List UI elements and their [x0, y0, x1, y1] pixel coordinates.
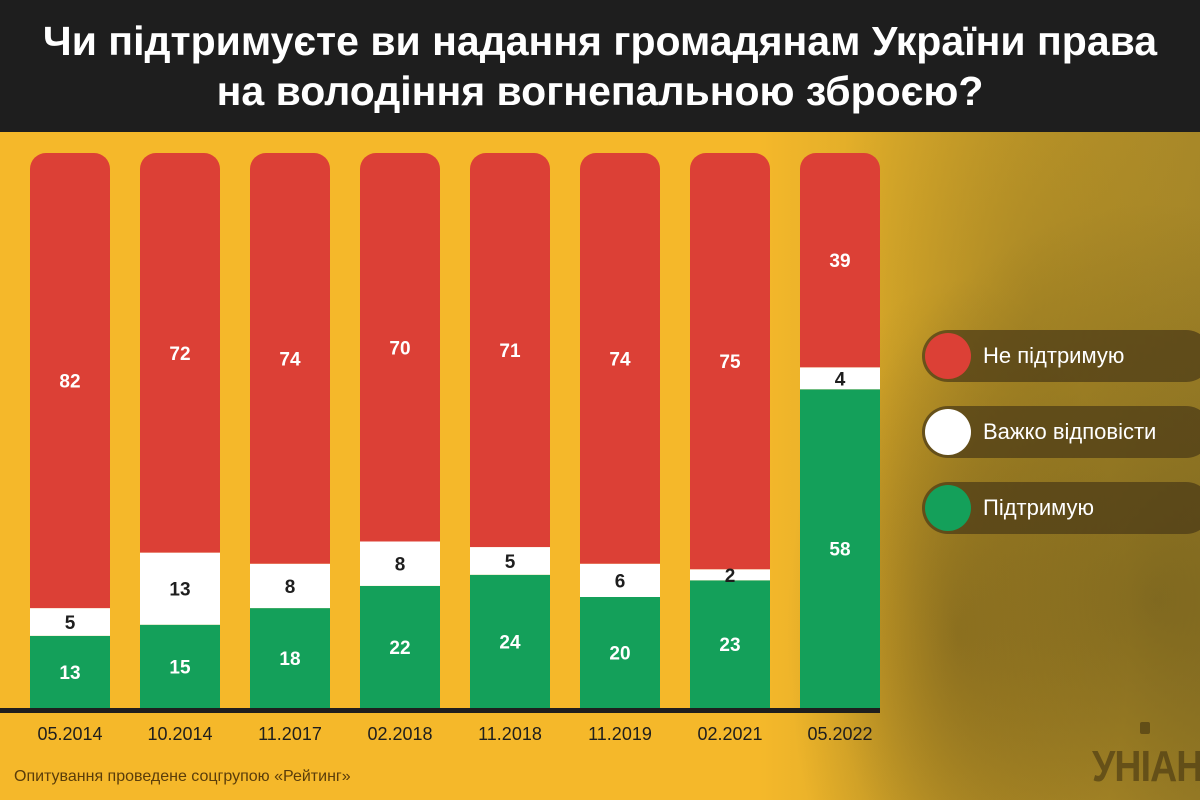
bar-group-02.2021	[690, 153, 770, 708]
data-label-support-02.2021: 23	[719, 635, 740, 656]
data-label-support-11.2018: 24	[499, 632, 521, 653]
data-label-not-support-05.2014: 82	[59, 372, 80, 393]
x-tick-label-11.2017: 11.2017	[258, 724, 322, 744]
bar-segment-support-05.2014	[30, 635, 110, 708]
x-tick-label-05.2022: 05.2022	[807, 724, 872, 744]
x-tick-label-02.2018: 02.2018	[367, 724, 432, 744]
logo-mark	[1140, 722, 1150, 734]
bar-segment-not-support-10.2014	[140, 153, 220, 553]
x-tick-label-10.2014: 10.2014	[147, 724, 212, 744]
data-label-not-support-05.2022: 39	[829, 251, 850, 272]
data-label-hard-to-say-05.2014: 5	[65, 613, 76, 634]
data-label-support-10.2014: 15	[169, 657, 191, 678]
bar-segment-support-11.2019	[580, 597, 660, 708]
bar-group-11.2018	[470, 153, 550, 708]
bar-segment-support-10.2014	[140, 624, 220, 708]
bar-group-11.2019	[580, 153, 660, 708]
bar-group-11.2017	[250, 153, 330, 708]
bar-segment-not-support-11.2019	[580, 153, 660, 564]
data-label-support-02.2018: 22	[389, 638, 410, 659]
bar-segment-not-support-11.2018	[470, 153, 550, 548]
data-label-not-support-11.2017: 74	[279, 349, 301, 370]
source-note: Опитування проведене соцгрупою «Рейтинг»	[14, 768, 351, 785]
x-tick-label-11.2018: 11.2018	[478, 724, 542, 744]
data-label-hard-to-say-10.2014: 13	[169, 580, 190, 601]
bar-segment-not-support-11.2017	[250, 153, 330, 564]
stacked-bar-chart: 1358205.201415137210.20141887411.2017228…	[0, 153, 880, 744]
data-label-hard-to-say-11.2019: 6	[615, 571, 626, 592]
x-axis-baseline	[0, 708, 880, 713]
data-label-hard-to-say-11.2017: 8	[285, 577, 296, 598]
bar-segment-hard-to-say-11.2018	[470, 547, 550, 575]
legend-swatch-not-support	[925, 333, 971, 379]
bar-segment-support-11.2017	[250, 608, 330, 708]
bar-segment-hard-to-say-11.2019	[580, 563, 660, 597]
bar-segment-hard-to-say-10.2014	[140, 552, 220, 625]
bar-segment-not-support-02.2021	[690, 153, 770, 570]
bar-segment-hard-to-say-02.2021	[690, 569, 770, 581]
legend-item-support: Підтримую	[922, 482, 1200, 534]
legend-label-hard-to-say: Важко відповісти	[983, 419, 1157, 444]
data-label-not-support-02.2018: 70	[389, 338, 410, 359]
legend-label-not-support: Не підтримую	[983, 343, 1125, 368]
data-label-hard-to-say-02.2021: 2	[725, 566, 736, 587]
data-label-support-11.2019: 20	[609, 644, 630, 665]
bar-segment-hard-to-say-05.2022	[800, 367, 880, 390]
data-label-not-support-02.2021: 75	[719, 352, 741, 373]
header: Чи підтримуєте ви надання громадянам Укр…	[0, 0, 1200, 132]
data-label-support-05.2022: 58	[829, 540, 850, 561]
bar-segment-support-02.2021	[690, 580, 770, 708]
bar-group-05.2014	[30, 153, 110, 708]
data-label-not-support-10.2014: 72	[169, 344, 190, 365]
legend-swatch-support	[925, 485, 971, 531]
data-label-support-05.2014: 13	[59, 663, 80, 684]
x-tick-label-11.2019: 11.2019	[588, 724, 652, 744]
bar-segment-hard-to-say-02.2018	[360, 541, 440, 586]
chart-title: Чи підтримуєте ви надання громадянам Укр…	[42, 18, 1158, 114]
unian-logo: УНІАН	[1092, 722, 1200, 796]
bar-group-02.2018	[360, 153, 440, 708]
data-label-not-support-11.2019: 74	[609, 349, 631, 370]
bar-segment-support-02.2018	[360, 585, 440, 708]
bar-group-05.2022	[800, 153, 880, 708]
bar-segment-support-05.2022	[800, 389, 880, 708]
bar-group-10.2014	[140, 153, 220, 708]
bar-segment-hard-to-say-05.2014	[30, 608, 110, 636]
x-tick-label-02.2021: 02.2021	[697, 724, 762, 744]
data-label-not-support-11.2018: 71	[499, 341, 521, 362]
logo-text: УНІАН	[1092, 742, 1200, 791]
data-label-support-11.2017: 18	[279, 649, 300, 670]
bar-segment-not-support-05.2022	[800, 153, 880, 368]
data-label-hard-to-say-02.2018: 8	[395, 555, 406, 576]
bar-segment-not-support-05.2014	[30, 153, 110, 609]
data-label-hard-to-say-11.2018: 5	[505, 552, 516, 573]
legend-swatch-hard-to-say	[925, 409, 971, 455]
bar-segment-hard-to-say-11.2017	[250, 563, 330, 609]
legend-item-not-support: Не підтримую	[922, 330, 1200, 382]
legend-label-support: Підтримую	[983, 495, 1095, 520]
data-label-hard-to-say-05.2022: 4	[835, 369, 846, 390]
bar-segment-support-11.2018	[470, 574, 550, 708]
x-tick-label-05.2014: 05.2014	[37, 724, 102, 744]
bar-segment-not-support-02.2018	[360, 153, 440, 542]
legend-item-hard-to-say: Важко відповісти	[922, 406, 1200, 458]
